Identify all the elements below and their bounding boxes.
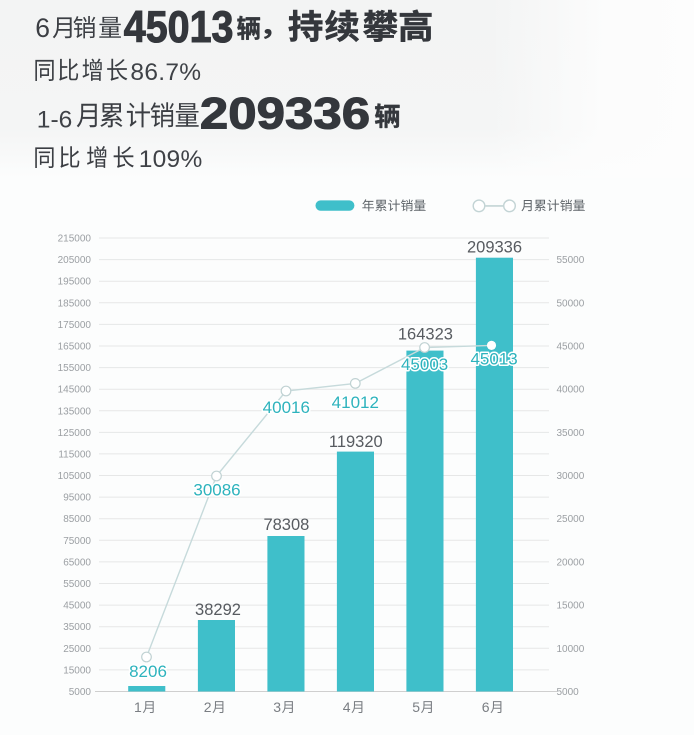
svg-text:41012: 41012 [332, 393, 379, 412]
svg-text:1: 1 [134, 699, 142, 715]
svg-text:10000: 10000 [557, 644, 585, 655]
svg-text:25000: 25000 [557, 514, 585, 525]
svg-text:15000: 15000 [557, 601, 585, 612]
svg-text:1-6: 1-6 [37, 107, 73, 134]
svg-text:35000: 35000 [63, 622, 91, 633]
svg-text:5000: 5000 [557, 687, 580, 698]
svg-text:2: 2 [204, 699, 212, 715]
svg-text:95000: 95000 [63, 493, 91, 504]
svg-text:6: 6 [482, 699, 490, 715]
svg-text:15000: 15000 [63, 665, 91, 676]
svg-text:125000: 125000 [58, 428, 92, 439]
svg-text:85000: 85000 [63, 514, 91, 525]
svg-text:45000: 45000 [63, 601, 91, 612]
svg-text:164323: 164323 [398, 326, 453, 344]
svg-text:30086: 30086 [193, 481, 240, 500]
svg-text:86.7%: 86.7% [130, 59, 201, 86]
svg-text:119320: 119320 [329, 433, 383, 451]
svg-text:45013: 45013 [470, 349, 517, 368]
svg-text:155000: 155000 [58, 363, 92, 374]
svg-text:195000: 195000 [58, 277, 92, 288]
svg-text:65000: 65000 [63, 557, 91, 568]
svg-text:5: 5 [412, 699, 420, 715]
svg-text:109%: 109% [139, 146, 203, 173]
svg-text:209336: 209336 [200, 90, 370, 139]
svg-text:105000: 105000 [58, 471, 92, 482]
svg-text:3: 3 [273, 699, 281, 715]
svg-text:45000: 45000 [557, 342, 585, 353]
svg-text:115000: 115000 [58, 449, 91, 460]
svg-text:205000: 205000 [58, 255, 92, 266]
svg-text:55000: 55000 [557, 255, 585, 266]
svg-text:4: 4 [343, 699, 351, 715]
svg-text:165000: 165000 [58, 342, 92, 353]
svg-text:45013: 45013 [124, 3, 234, 52]
svg-text:50000: 50000 [557, 298, 585, 309]
svg-text:145000: 145000 [58, 385, 92, 396]
svg-text:209336: 209336 [467, 238, 522, 256]
svg-text:175000: 175000 [58, 320, 92, 331]
svg-text:30000: 30000 [557, 471, 585, 482]
svg-text:75000: 75000 [63, 536, 91, 547]
svg-text:6: 6 [35, 13, 50, 43]
svg-text:40016: 40016 [263, 398, 310, 417]
svg-text:215000: 215000 [58, 234, 92, 245]
svg-text:5000: 5000 [69, 687, 92, 698]
svg-text:25000: 25000 [63, 644, 91, 655]
svg-text:185000: 185000 [58, 298, 92, 309]
svg-text:38292: 38292 [195, 601, 241, 619]
svg-text:35000: 35000 [557, 428, 585, 439]
svg-text:40000: 40000 [557, 385, 585, 396]
svg-text:78308: 78308 [263, 516, 309, 534]
svg-text:20000: 20000 [557, 557, 585, 568]
svg-text:135000: 135000 [58, 406, 92, 417]
svg-text:45003: 45003 [401, 355, 448, 374]
svg-text:8206: 8206 [129, 662, 167, 681]
svg-text:55000: 55000 [63, 579, 91, 590]
